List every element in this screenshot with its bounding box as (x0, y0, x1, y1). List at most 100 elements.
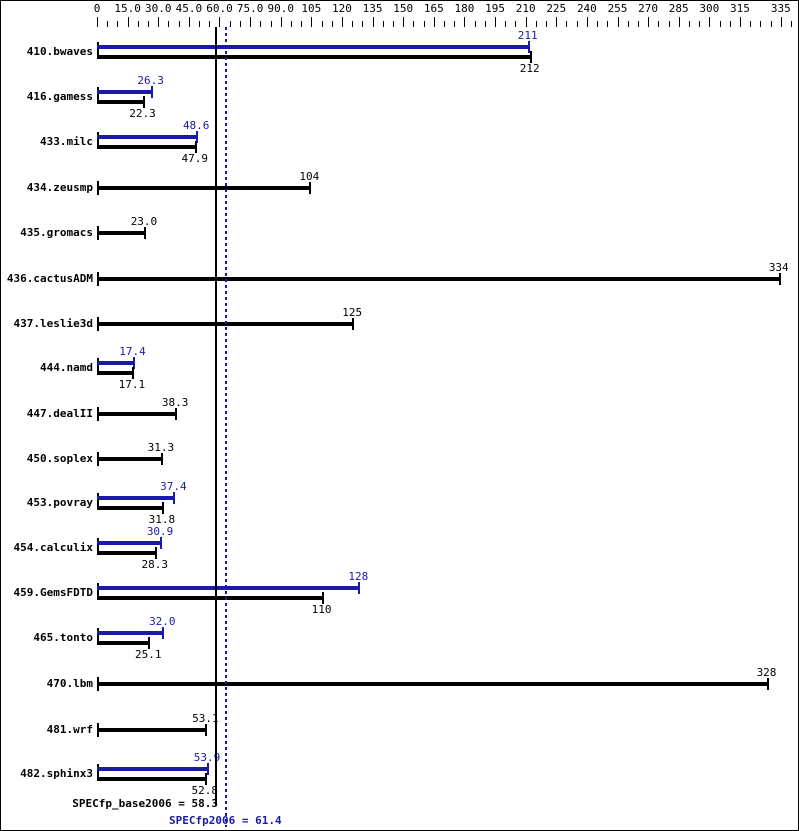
peak-value-label: 48.6 (182, 119, 210, 133)
benchmark-label: 482.sphinx3 (20, 766, 93, 780)
axis-tick-major (780, 17, 782, 27)
base-value-label: 328 (756, 666, 777, 680)
base-bar (97, 321, 353, 326)
base-bar (97, 596, 322, 601)
peak-value-label: 128 (348, 570, 369, 584)
peak-bar (97, 360, 133, 365)
axis-tick-minor (352, 21, 354, 27)
axis-tick-major (403, 17, 405, 27)
axis-tick-label: 135 (362, 2, 383, 15)
axis-tick-minor (668, 21, 670, 27)
axis-tick-minor (413, 21, 415, 27)
axis-tick-minor (750, 21, 752, 27)
axis-tick-minor (382, 21, 384, 27)
axis-tick-minor (546, 21, 548, 27)
peak-bar-endcap (207, 762, 210, 775)
base-bar-endcap (321, 592, 324, 605)
base-bar-endcap (778, 272, 781, 285)
base-bar (97, 370, 132, 375)
axis-tick-minor (576, 21, 578, 27)
benchmark-row: 453.povray 37.4 31.8 (1, 481, 798, 529)
benchmark-label: 481.wrf (46, 722, 93, 736)
bar-origin-cap (97, 538, 99, 555)
base-value-label: 125 (342, 305, 363, 319)
axis-tick-major (433, 17, 435, 27)
axis-tick-minor (719, 21, 721, 27)
base-bar-endcap (194, 141, 197, 154)
axis-tick-major (495, 17, 497, 27)
axis-tick-major (97, 17, 98, 27)
benchmark-label: 410.bwaves (26, 45, 93, 58)
axis-tick-minor (729, 21, 731, 27)
peak-value-label: 53.9 (193, 750, 221, 764)
axis-tick-minor (515, 21, 517, 27)
axis-tick-label: 315 (730, 2, 750, 15)
peak-bar-endcap (132, 356, 135, 369)
axis-tick-minor (168, 21, 170, 27)
base-value-label: 104 (299, 170, 320, 184)
peak-bar-endcap (160, 537, 163, 550)
peak-value-label: 26.3 (137, 74, 164, 88)
benchmark-row: 459.GemsFDTD 128 110 (1, 570, 798, 619)
base-bar (97, 682, 767, 687)
axis-tick-label: 165 (423, 2, 444, 15)
axis-tick-major (341, 17, 343, 27)
base-bar-endcap (161, 502, 164, 514)
axis-tick-minor (117, 21, 119, 27)
benchmark-row: 454.calculix 30.9 28.3 (1, 526, 798, 574)
benchmark-row: 465.tonto 32.0 25.1 (1, 616, 798, 664)
base-bar-endcap (148, 637, 151, 650)
base-value-label: 47.9 (181, 152, 209, 166)
bar-origin-cap (97, 763, 99, 780)
axis-tick-label: 335 (770, 2, 791, 15)
footer-base-summary: SPECfp_base2006 = 58.3 (72, 797, 218, 810)
base-value-label: 23.0 (130, 215, 158, 229)
axis-tick-minor (107, 21, 109, 27)
benchmark-row: 433.milc 48.6 47.9 (1, 119, 798, 168)
peak-bar (97, 631, 163, 636)
base-bar-endcap (131, 366, 134, 379)
axis-tick-label: 300 (699, 2, 720, 15)
base-bar-endcap (154, 547, 157, 560)
axis-tick-minor (270, 21, 272, 27)
axis-tick-major (158, 17, 160, 27)
base-value-label: 53.1 (192, 711, 219, 725)
benchmark-row: 444.namd 17.4 17.1 (1, 344, 798, 394)
peak-bar-endcap (150, 86, 153, 99)
peak-reference-line (225, 27, 228, 827)
peak-bar-endcap (358, 582, 361, 595)
axis-tick-major (188, 17, 190, 27)
axis-tick-minor (444, 21, 445, 27)
axis-tick-minor (331, 21, 333, 27)
axis-tick-minor (607, 21, 609, 27)
benchmark-label: 433.milc (40, 135, 93, 149)
axis-tick-minor (699, 21, 701, 27)
x-axis: 0 15.0 30.0 45.0 60.0 75.0 90.0 105 120 135 150 165… (1, 1, 798, 31)
benchmark-label: 434.zeusmp (26, 181, 93, 195)
peak-bar (97, 496, 174, 500)
axis-tick-minor (474, 21, 476, 27)
axis-tick-major (525, 17, 527, 27)
benchmark-row: 447.dealII 38.3 (1, 394, 798, 439)
peak-bar (97, 45, 528, 49)
bar-origin-cap (97, 87, 99, 104)
axis-tick-label: 0 (93, 2, 101, 15)
axis-tick-minor (484, 21, 486, 27)
axis-tick-minor (290, 21, 292, 27)
axis-tick-minor (597, 21, 599, 27)
bar-origin-cap (97, 42, 99, 58)
peak-bar-endcap (527, 41, 530, 53)
peak-bar (97, 766, 208, 771)
benchmark-label: 444.namd (40, 360, 93, 374)
peak-bar-endcap (173, 492, 176, 504)
axis-tick-major (648, 17, 650, 27)
base-bar-endcap (529, 51, 532, 63)
base-bar (97, 276, 779, 281)
base-bar (97, 506, 162, 510)
axis-tick-label: 180 (454, 2, 475, 15)
axis-tick-minor (535, 21, 537, 27)
axis-tick-minor (301, 21, 303, 27)
axis-tick-major (678, 17, 680, 27)
peak-value-label: 17.4 (119, 344, 146, 358)
benchmark-label: 436.cactusADM (6, 271, 93, 285)
